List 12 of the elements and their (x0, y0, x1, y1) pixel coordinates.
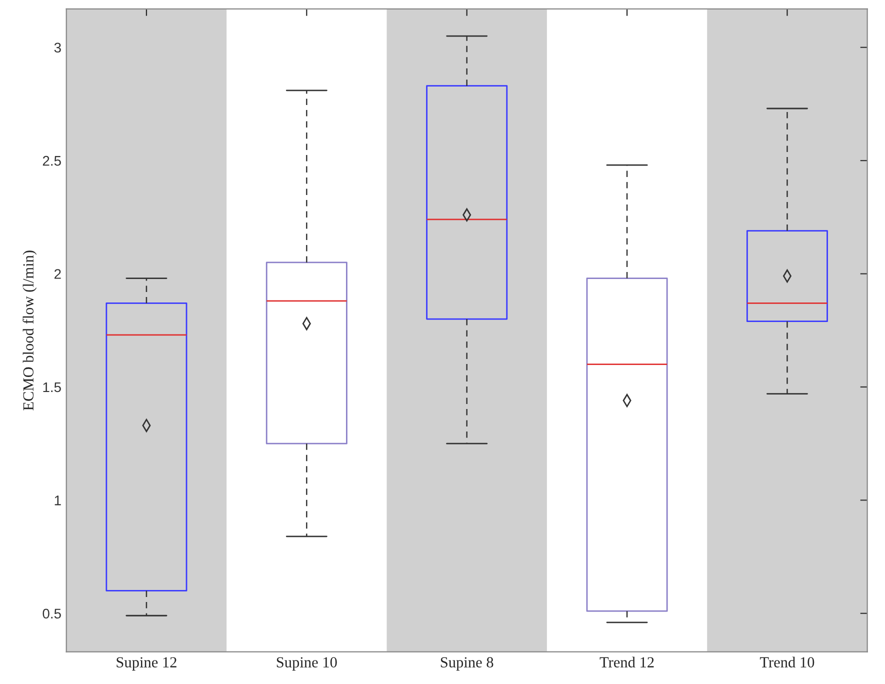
y-tick-label: 2.5 (42, 156, 61, 166)
x-tick-label: Trend 10 (760, 656, 814, 668)
y-tick-label: 3 (54, 42, 61, 53)
y-tick-label: 2 (54, 269, 61, 279)
x-tick-label: Trend 12 (600, 656, 654, 668)
y-tick-label: 0.5 (42, 608, 61, 619)
x-tick-label: Supine 12 (116, 657, 176, 671)
x-tick-label: Supine 10 (276, 657, 337, 671)
y-axis-title: ECMO blood flow (l/min) (22, 250, 37, 410)
y-tick-label: 1.5 (43, 382, 61, 392)
y-tick-label: 1 (54, 496, 61, 506)
x-tick-label: Supine 8 (440, 657, 494, 671)
